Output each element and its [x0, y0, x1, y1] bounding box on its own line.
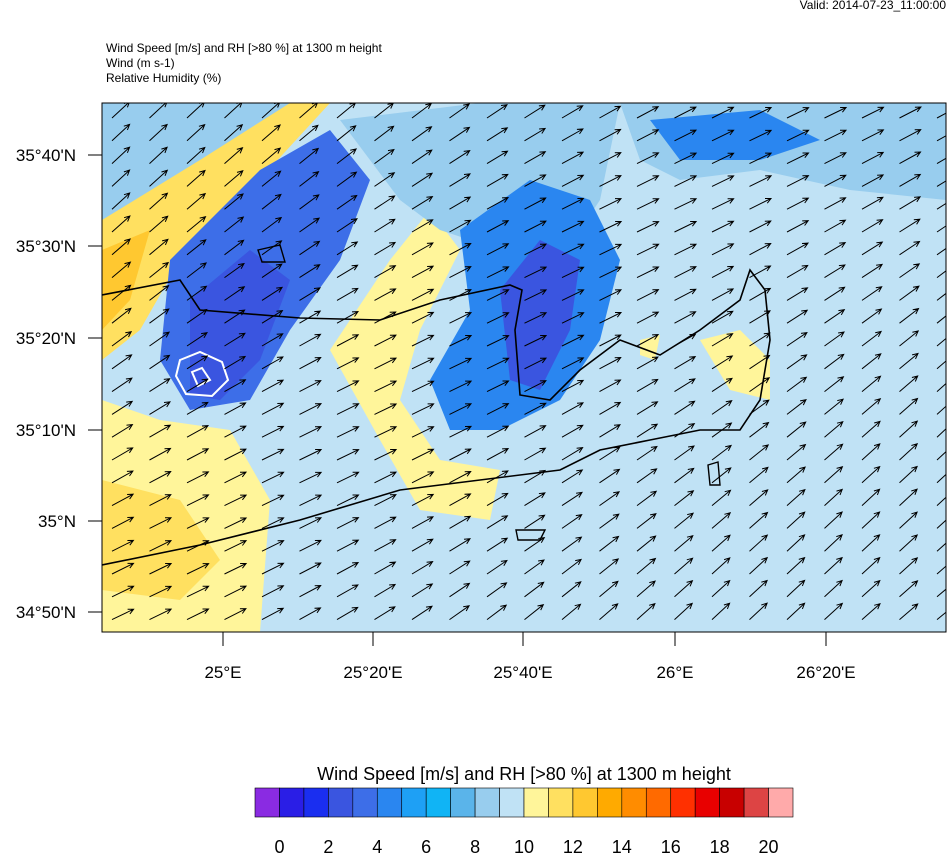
colorbar-label: 2	[323, 837, 333, 854]
header-line: Wind (m s-1)	[106, 56, 175, 70]
field	[330, 210, 500, 520]
map-frame	[101, 102, 947, 633]
colorbar-box	[499, 787, 525, 818]
colorbar-label: 16	[661, 837, 681, 854]
colorbar-box	[670, 787, 696, 818]
lat-label: 35°20'N	[16, 329, 76, 348]
colorbar-box	[548, 787, 574, 818]
colorbar-box	[474, 787, 500, 818]
map-area	[102, 103, 946, 632]
colorbar-label: 6	[421, 837, 431, 854]
colorbar-box	[425, 787, 451, 818]
rh-contour	[174, 350, 230, 398]
wind-arrows	[111, 103, 946, 621]
colorbar-box	[572, 787, 598, 818]
lon-label: 26°E	[656, 663, 693, 682]
colorbar-box	[743, 787, 769, 818]
colorbar-label: 20	[759, 837, 779, 854]
colorbar-box	[645, 787, 672, 818]
lat-label: 35°N	[38, 512, 76, 531]
colorbar-title: Wind Speed [m/s] and RH [>80 %] at 1300 …	[317, 764, 731, 784]
colorbar-label: 18	[710, 837, 730, 854]
colorbar-label: 14	[612, 837, 632, 854]
lon-label: 25°40'E	[493, 663, 552, 682]
colorbar-label: 8	[470, 837, 480, 854]
lon-label: 25°E	[204, 663, 241, 682]
field	[190, 250, 290, 400]
field	[102, 230, 150, 330]
colorbar-box	[254, 787, 280, 818]
field	[102, 480, 220, 600]
coastline	[102, 268, 771, 566]
colorbar-box	[401, 787, 427, 818]
colorbar-label: 12	[563, 837, 583, 854]
lat-label: 35°40'N	[16, 146, 76, 165]
colorbar-box	[303, 787, 329, 818]
lat-label: 35°10'N	[16, 421, 76, 440]
lat-label: 34°50'N	[16, 603, 76, 622]
lat-label: 35°30'N	[16, 237, 76, 256]
colorbar-box	[621, 787, 647, 818]
colorbar-box	[450, 787, 476, 818]
colorbar-label: 0	[274, 837, 284, 854]
field	[102, 103, 330, 360]
colorbar-box	[352, 787, 378, 818]
field	[500, 240, 580, 390]
lon-label: 26°20'E	[796, 663, 855, 682]
valid-time: Valid: 2014-07-23_11:00:00	[800, 0, 947, 12]
header-line: Wind Speed [m/s] and RH [>80 %] at 1300 …	[106, 41, 382, 55]
lon-label: 25°20'E	[343, 663, 402, 682]
colorbar: 0 2 4 6 8 10 12 14 16 18 20	[254, 787, 794, 857]
colorbar-box	[597, 787, 623, 818]
colorbar-label: 10	[514, 837, 534, 854]
colorbar-label: 4	[372, 837, 382, 854]
field	[700, 330, 770, 400]
field	[650, 110, 820, 160]
colorbar-box	[376, 787, 403, 818]
axes: 35°40'N 35°30'N 35°20'N 35°10'N 35°N 34°50'N 2…	[16, 146, 856, 682]
colorbar-box	[694, 787, 720, 818]
colorbar-box	[768, 787, 794, 818]
colorbar-box	[719, 787, 745, 818]
colorbar-box	[523, 787, 549, 818]
header-line: Relative Humidity (%)	[106, 71, 221, 85]
colorbar-box	[328, 787, 354, 818]
colorbar-box	[279, 787, 305, 818]
